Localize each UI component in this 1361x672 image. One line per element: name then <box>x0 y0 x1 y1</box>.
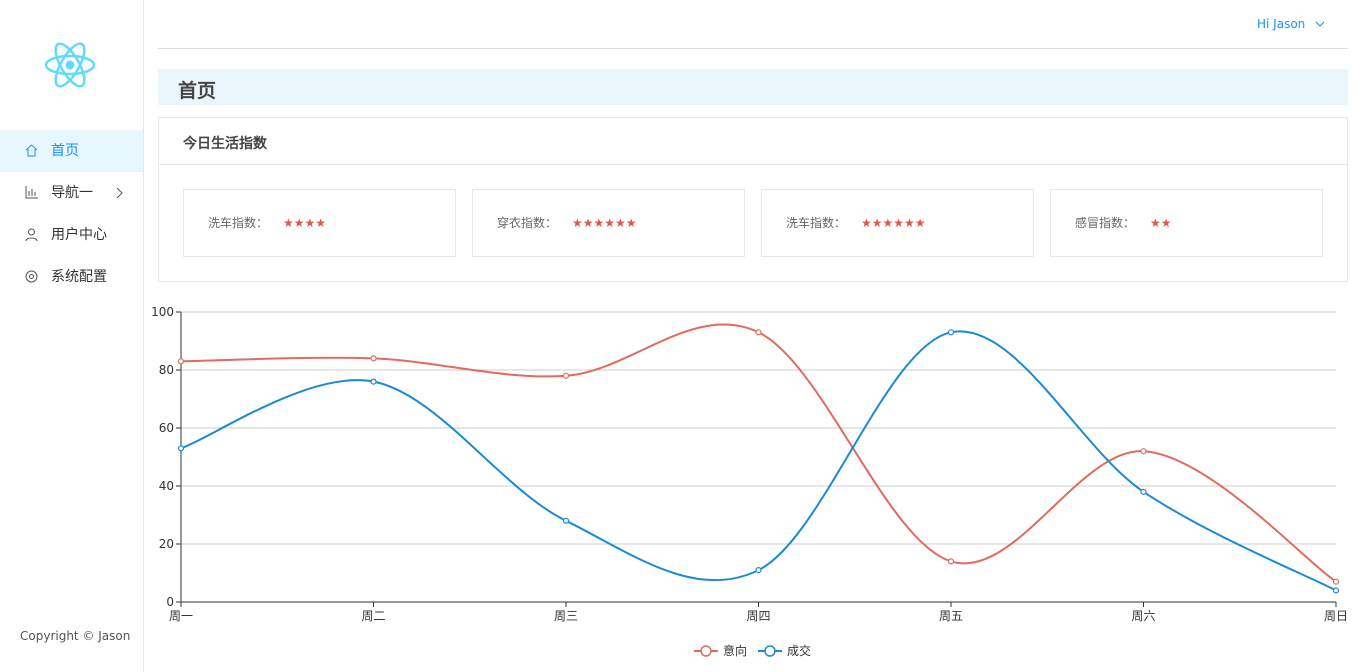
data-point <box>755 329 762 336</box>
menu-item[interactable]: 首页 <box>0 130 143 172</box>
data-point <box>370 378 377 385</box>
x-tick-label: 周三 <box>554 609 578 623</box>
x-tick-label: 周五 <box>939 609 963 623</box>
data-point <box>562 372 570 379</box>
page-title: 首页 <box>178 80 217 102</box>
page-header: 首页 <box>158 69 1348 105</box>
index-label: 洗车指数： <box>208 216 269 230</box>
menu-label: 导航一 <box>51 185 93 201</box>
legend-marker <box>764 645 776 657</box>
y-tick-label: 80 <box>159 363 174 377</box>
index-box: 穿衣指数： ★★★★★★ <box>472 189 745 257</box>
data-point <box>947 558 955 565</box>
index-label: 穿衣指数： <box>497 216 558 230</box>
index-box: 感冒指数： ★★ <box>1050 189 1323 257</box>
y-tick-label: 20 <box>159 537 174 551</box>
menu-label: 首页 <box>51 143 79 159</box>
sidebar: 首页 导航一 用户中心 系统配置 Copyright © Jason <box>0 0 144 672</box>
data-point <box>1140 488 1147 495</box>
menu-item[interactable]: 用户中心 <box>0 214 143 256</box>
index-stars: ★★★★★★ <box>861 216 926 230</box>
logo <box>44 42 96 88</box>
index-box: 洗车指数： ★★★★★★ <box>761 189 1034 257</box>
data-point <box>370 355 377 362</box>
series-line <box>180 323 1337 583</box>
index-stars: ★★★★★★ <box>572 216 637 230</box>
index-stars: ★★ <box>1150 216 1172 230</box>
card: 今日生活指数 <box>158 117 1348 282</box>
x-tick-label: 周一 <box>169 609 193 623</box>
legend-label: 成交 <box>787 643 811 658</box>
index-label: 洗车指数： <box>786 216 847 230</box>
y-tick-label: 60 <box>159 421 174 435</box>
legend-marker <box>700 645 712 657</box>
x-tick-label: 周二 <box>361 609 385 623</box>
menu-label: 用户中心 <box>51 227 107 243</box>
legend-label: 意向 <box>723 643 747 658</box>
user-menu[interactable]: Hi Jason <box>1257 17 1325 31</box>
menu-label: 系统配置 <box>51 269 107 285</box>
x-tick-label: 周四 <box>746 609 770 623</box>
x-tick-label: 周日 <box>1324 609 1348 623</box>
copyright: Copyright © Jason <box>20 629 131 643</box>
data-point <box>1140 448 1147 455</box>
index-stars: ★★★★ <box>283 216 327 230</box>
y-tick-label: 100 <box>151 305 174 319</box>
card-divider <box>159 164 1347 165</box>
card-title: 今日生活指数 <box>183 136 267 152</box>
data-point <box>177 445 185 452</box>
data-point <box>1332 587 1340 594</box>
data-point <box>1332 578 1340 585</box>
y-tick-label: 0 <box>166 595 174 609</box>
index-label: 感冒指数： <box>1075 216 1136 230</box>
x-tick-label: 周六 <box>1131 609 1155 623</box>
index-box: 洗车指数： ★★★★ <box>183 189 456 257</box>
y-tick-label: 40 <box>159 479 174 493</box>
data-point <box>755 567 762 574</box>
menu-item[interactable]: 导航一 <box>0 172 143 214</box>
data-point <box>177 358 185 365</box>
header-divider <box>158 48 1348 49</box>
data-point <box>562 517 570 524</box>
menu-item[interactable]: 系统配置 <box>0 256 143 298</box>
data-point <box>947 329 955 336</box>
greeting: Hi Jason <box>1257 17 1306 31</box>
